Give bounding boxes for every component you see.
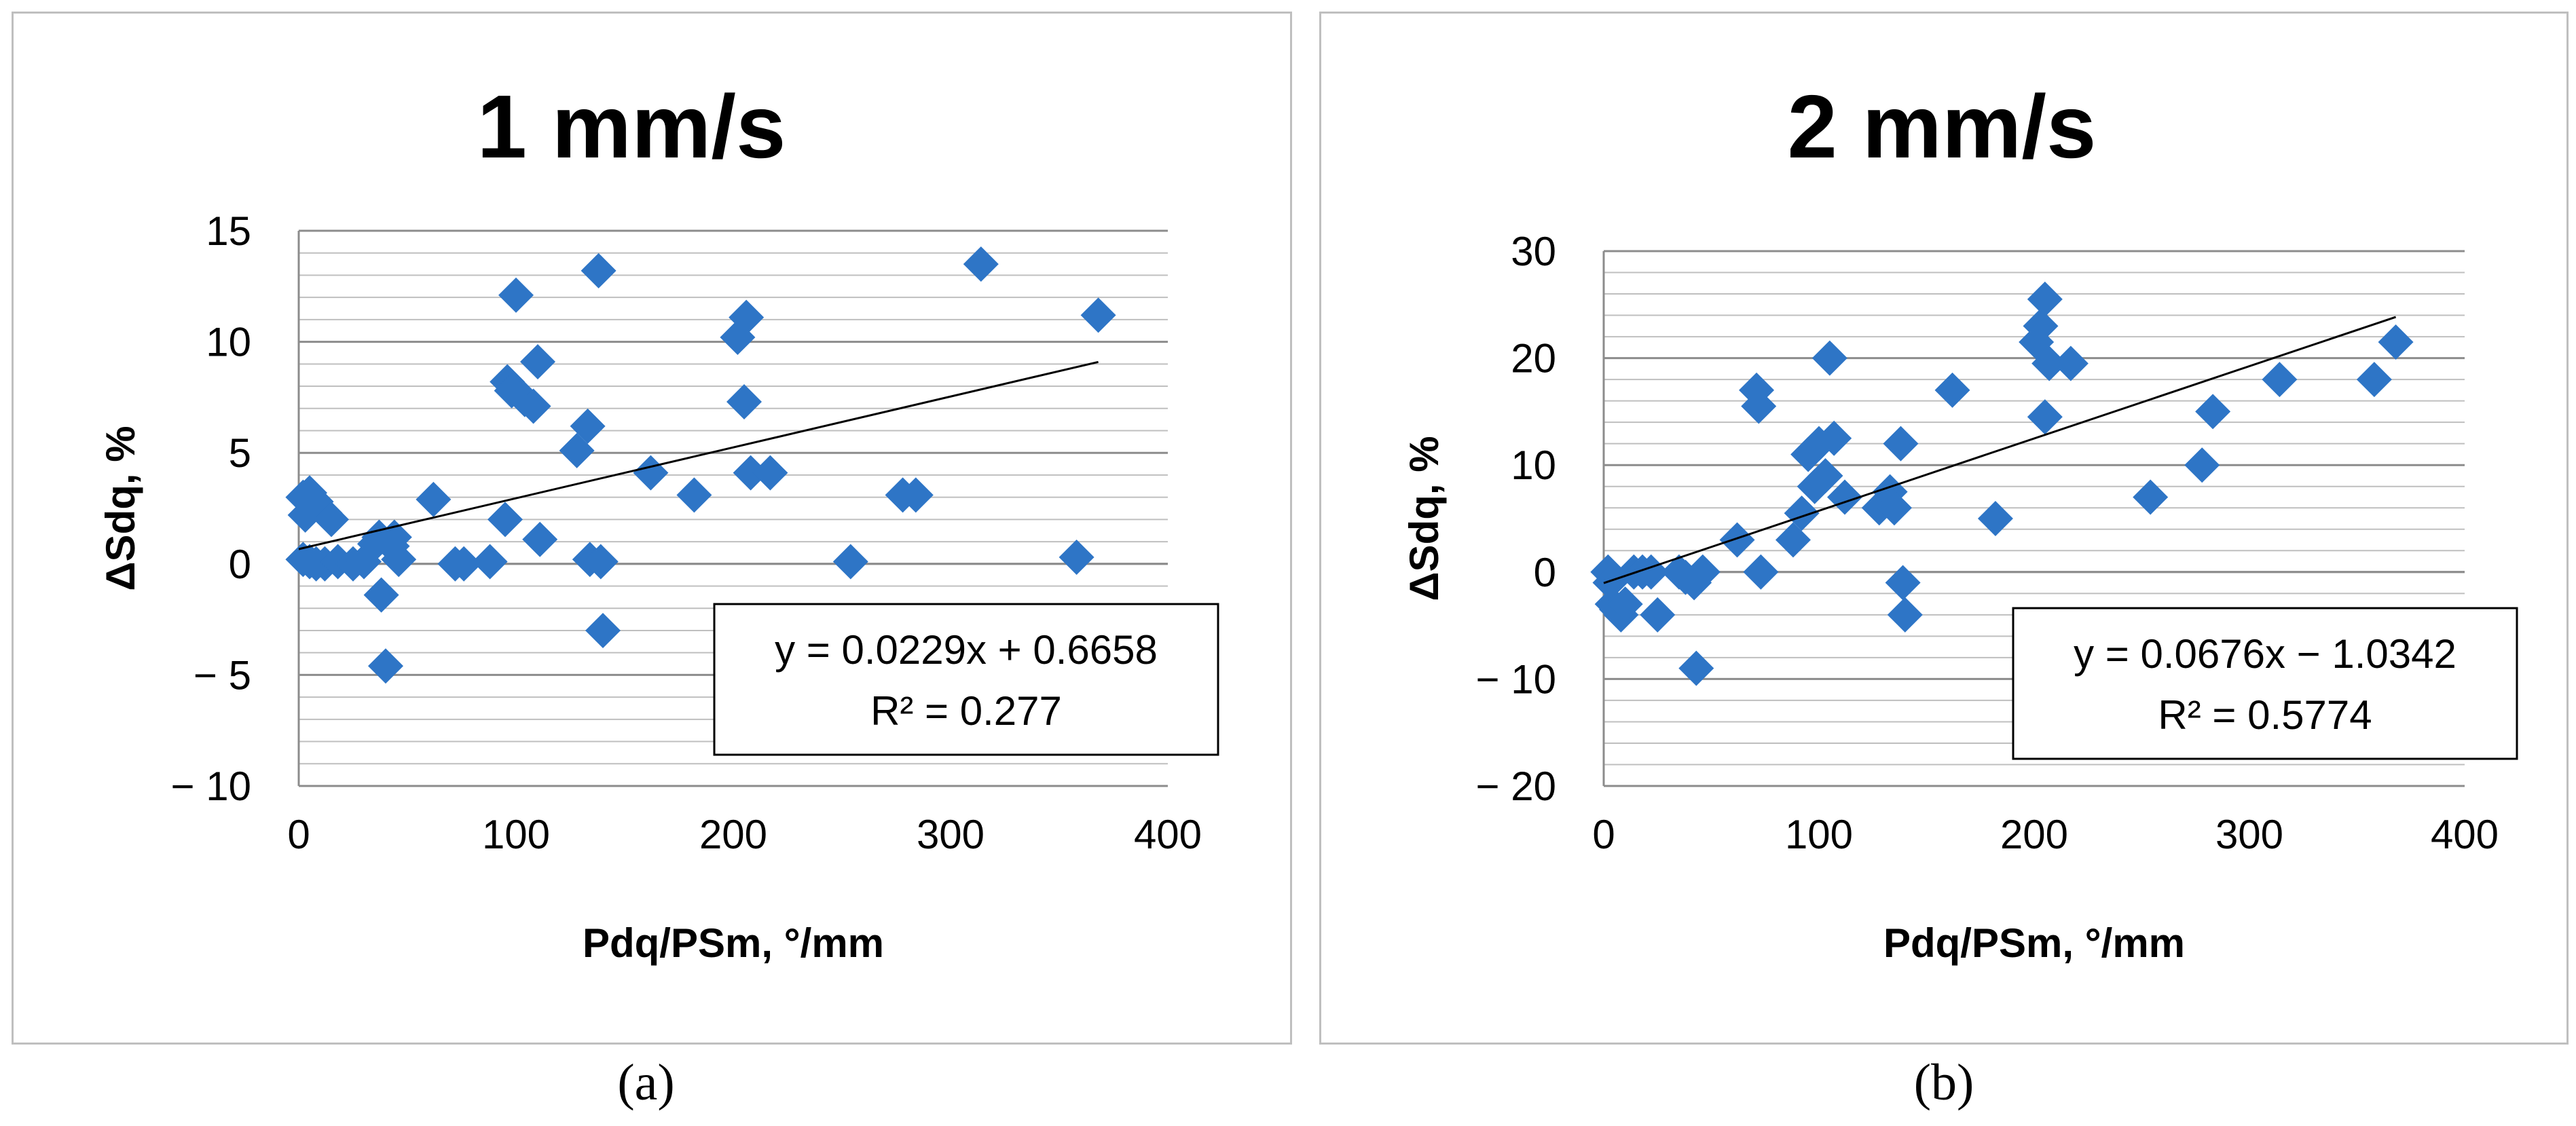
r-squared: R² = 0.5774: [2158, 692, 2372, 738]
data-point: [2027, 281, 2063, 317]
data-point: [363, 577, 399, 613]
data-point: [522, 521, 558, 557]
data-point: [487, 502, 523, 538]
data-point: [446, 546, 482, 582]
caption-b: (b): [1913, 1054, 1974, 1111]
data-point: [1741, 388, 1777, 424]
x-tick-label: 100: [1785, 812, 1853, 857]
y-axis-label: ΔSdq, %: [1401, 436, 1447, 601]
trendline: [298, 360, 1099, 550]
data-point: [726, 383, 762, 419]
data-point: [515, 388, 551, 424]
x-tick-label: 200: [2000, 812, 2068, 857]
data-point: [1883, 426, 1919, 462]
data-point: [729, 299, 765, 335]
caption-a: (a): [617, 1054, 675, 1111]
y-tick-label: 20: [1511, 336, 1556, 381]
data-point: [1743, 554, 1779, 590]
data-point: [2023, 308, 2059, 344]
x-tick-label: 200: [699, 812, 767, 857]
y-tick-label: − 10: [1476, 656, 1556, 702]
data-point: [581, 252, 617, 288]
data-point: [368, 648, 403, 684]
x-tick-label: 0: [287, 812, 310, 857]
trendline-equation: y = 0.0676x − 1.0342: [2074, 631, 2457, 677]
x-tick-label: 100: [482, 812, 550, 857]
data-point: [1784, 495, 1820, 531]
data-point: [520, 344, 555, 380]
data-point: [1977, 501, 2013, 536]
data-point: [585, 612, 621, 648]
y-tick-label: 15: [206, 208, 251, 254]
trendline: [1603, 316, 2397, 584]
data-point: [1080, 297, 1116, 333]
equation-box: [713, 603, 1219, 756]
data-point: [1607, 586, 1643, 622]
y-tick-label: 10: [206, 320, 251, 365]
x-tick-label: 300: [917, 812, 985, 857]
data-point: [2027, 399, 2063, 435]
x-tick-label: 300: [2215, 812, 2283, 857]
x-tick-label: 400: [2431, 812, 2499, 857]
data-point: [963, 246, 999, 282]
x-tick-label: 0: [1592, 812, 1615, 857]
data-point: [381, 542, 417, 578]
data-point: [898, 477, 934, 513]
data-point: [1811, 340, 1847, 376]
data-point: [314, 502, 349, 538]
chart-title: 2 mm/s: [1788, 77, 2097, 176]
data-point: [1934, 372, 1970, 408]
x-axis-label: Pdq/PSm, °/mm: [583, 920, 884, 966]
trendline-equation: y = 0.0229x + 0.6658: [775, 627, 1158, 673]
y-axis-label: ΔSdq, %: [98, 426, 143, 590]
data-point: [2356, 362, 2392, 398]
data-point: [733, 455, 769, 491]
x-axis-label: Pdq/PSm, °/mm: [1883, 920, 2185, 966]
y-tick-label: 5: [229, 430, 251, 476]
data-point: [472, 544, 508, 580]
chart-panel-b: [1319, 12, 2569, 1045]
data-point: [1685, 554, 1721, 590]
data-point: [2053, 345, 2089, 381]
chart-title: 1 mm/s: [477, 77, 786, 176]
data-point: [2184, 447, 2220, 483]
data-point: [2133, 479, 2169, 515]
data-point: [2031, 345, 2067, 381]
y-tick-label: 0: [1534, 550, 1556, 595]
y-tick-label: 30: [1511, 229, 1556, 274]
data-point: [1719, 522, 1755, 558]
equation-box: [2012, 607, 2518, 760]
data-point: [416, 481, 452, 517]
y-tick-label: 10: [1511, 443, 1556, 488]
data-point: [1775, 522, 1811, 558]
data-point: [2262, 362, 2298, 398]
y-tick-label: − 5: [194, 652, 251, 698]
chart-panel-a: [12, 12, 1292, 1045]
data-point: [498, 277, 534, 313]
data-point: [676, 477, 712, 513]
data-point: [752, 455, 788, 491]
data-point: [832, 544, 868, 580]
x-tick-label: 400: [1134, 812, 1202, 857]
data-point: [1678, 650, 1714, 686]
y-tick-label: − 20: [1476, 764, 1556, 809]
data-point: [1876, 490, 1912, 526]
y-tick-label: 0: [229, 542, 251, 587]
data-point: [1816, 420, 1852, 456]
data-point: [1887, 597, 1923, 633]
data-point: [1059, 539, 1094, 575]
data-point: [2378, 324, 2414, 360]
y-tick-label: − 10: [171, 764, 251, 809]
data-point: [2195, 394, 2231, 430]
data-point: [570, 408, 606, 444]
data-point: [1885, 565, 1921, 601]
data-point: [1640, 597, 1676, 633]
data-point: [583, 544, 619, 580]
r-squared: R² = 0.277: [870, 688, 1062, 734]
data-point: [1807, 457, 1843, 493]
